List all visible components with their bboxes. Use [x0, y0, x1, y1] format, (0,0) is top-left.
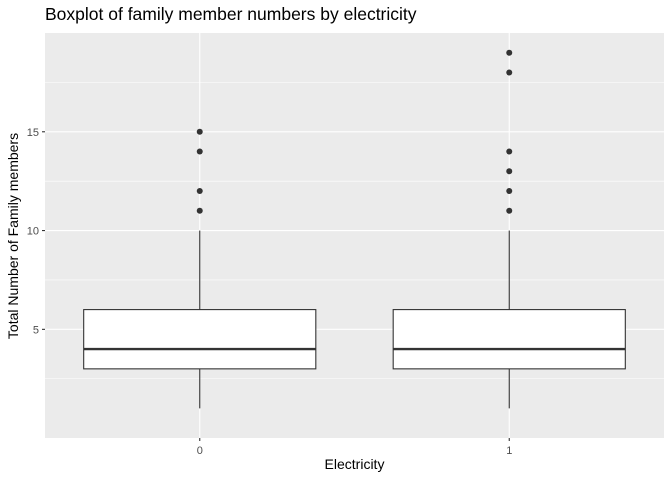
boxes-layer [83, 49, 626, 409]
outlier-point [196, 188, 203, 195]
x-tick-label: 0 [197, 445, 203, 457]
x-axis-title: Electricity [325, 456, 385, 472]
y-axis: 5 10 15 [27, 127, 45, 336]
outlier-point [506, 188, 513, 195]
x-tick-label: 1 [506, 445, 512, 457]
iqr-box [83, 309, 317, 370]
y-tick-label: 5 [33, 324, 39, 336]
box-group-1 [392, 49, 626, 409]
y-tick-label: 15 [27, 127, 39, 139]
outlier-point [196, 207, 203, 214]
y-tick-label: 10 [27, 226, 39, 238]
outlier-point [506, 148, 513, 155]
chart-title: Boxplot of family member numbers by elec… [45, 4, 417, 24]
outlier-point [506, 207, 513, 214]
box-group-0 [83, 128, 317, 409]
outlier-point [196, 128, 203, 135]
minor-gridlines [45, 82, 664, 380]
outlier-point [506, 69, 513, 76]
plot-panel [45, 33, 664, 438]
outlier-point [506, 168, 513, 175]
y-axis-title: Total Number of Family members [5, 133, 21, 339]
outlier-point [506, 49, 513, 56]
iqr-box [392, 309, 626, 370]
outlier-point [196, 148, 203, 155]
